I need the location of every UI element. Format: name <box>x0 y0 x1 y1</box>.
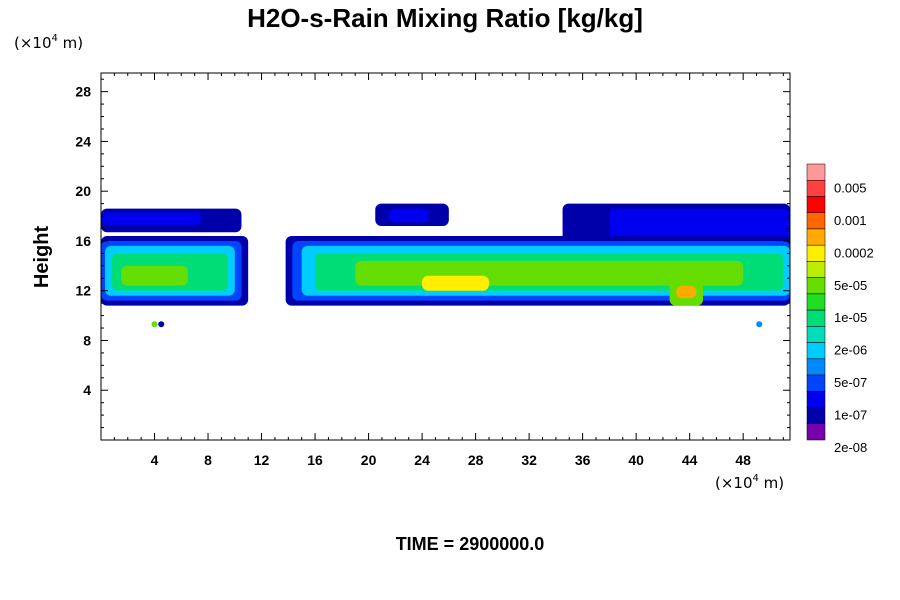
colorbar-swatch-14 <box>806 391 826 408</box>
colorbar-swatch-0 <box>806 163 826 181</box>
colorbar-swatch-7 <box>806 277 826 295</box>
field-region-16 <box>422 275 489 291</box>
x-tick-label-0: 4 <box>151 452 159 468</box>
colorbar-swatch-8 <box>806 293 826 311</box>
y-tick-label-3: 16 <box>75 233 91 249</box>
x-tick-label-4: 20 <box>361 452 377 468</box>
field-region-3 <box>388 208 429 223</box>
x-tick-label-1: 8 <box>204 452 212 468</box>
field-region-18 <box>676 285 697 299</box>
colorbar-swatch-3 <box>806 212 826 230</box>
x-tick-label-2: 12 <box>254 452 270 468</box>
field-region-1 <box>101 212 202 225</box>
colorbar-swatch-15 <box>806 407 826 425</box>
colorbar-label-1: 0.001 <box>834 213 867 228</box>
y-tick-label-5: 24 <box>75 133 91 149</box>
plot-frame <box>100 72 791 441</box>
colorbar-label-0: 0.005 <box>834 180 867 195</box>
colorbar-swatch-9 <box>806 309 826 327</box>
colorbar-label-6: 5e-07 <box>834 375 867 390</box>
field-region-5 <box>609 208 790 239</box>
y-tick-label-6: 28 <box>75 84 91 100</box>
colorbar-label-7: 1e-07 <box>834 408 867 423</box>
colorbar-swatch-1 <box>806 179 826 197</box>
colorbar: 0.005 0.001 0.0002 5e-05 1e-05 2e-06 5e-07 1e-0… <box>806 163 874 455</box>
x-tick-label-6: 28 <box>468 452 484 468</box>
colorbar-swatch-2 <box>806 196 826 213</box>
field-region-10 <box>121 265 188 286</box>
y-axis-label: Height <box>31 226 53 289</box>
y-tick-label-0: 4 <box>83 382 91 398</box>
mixing-ratio-field <box>101 203 790 328</box>
x-tick-label-5: 24 <box>414 452 430 468</box>
field-dot-21 <box>756 321 763 328</box>
field-dot-19 <box>151 321 158 328</box>
x-tick-label-3: 16 <box>307 452 323 468</box>
chart-title: H2O-s-Rain Mixing Ratio [kg/kg] <box>247 3 643 33</box>
x-unit-label: (×104 m) <box>715 473 784 492</box>
colorbar-swatch-16 <box>806 423 826 441</box>
colorbar-label-5: 2e-06 <box>834 343 867 358</box>
x-tick-label-7: 32 <box>521 452 537 468</box>
colorbar-swatch-10 <box>806 326 826 343</box>
colorbar-swatch-6 <box>806 261 826 278</box>
colorbar-swatch-13 <box>806 374 826 392</box>
field-dot-20 <box>158 321 165 328</box>
colorbar-label-4: 1e-05 <box>834 310 867 325</box>
y-tick-label-4: 20 <box>75 183 91 199</box>
x-tick-label-9: 40 <box>628 452 644 468</box>
colorbar-label-8: 2e-08 <box>834 440 867 455</box>
y-tick-label-2: 12 <box>75 283 91 299</box>
x-tick-label-11: 48 <box>735 452 751 468</box>
plot-area <box>100 72 791 441</box>
colorbar-swatch-4 <box>806 228 826 246</box>
time-label: TIME = 2900000.0 <box>396 534 545 554</box>
colorbar-swatch-11 <box>806 342 826 360</box>
colorbar-swatch-12 <box>806 358 826 376</box>
colorbar-label-3: 5e-05 <box>834 278 867 293</box>
y-tick-label-1: 8 <box>83 332 91 348</box>
x-tick-label-10: 44 <box>682 452 698 468</box>
colorbar-swatch-5 <box>806 244 826 262</box>
y-unit-label: (×104 m) <box>14 33 83 52</box>
colorbar-label-2: 0.0002 <box>834 245 874 260</box>
x-tick-label-8: 36 <box>575 452 591 468</box>
